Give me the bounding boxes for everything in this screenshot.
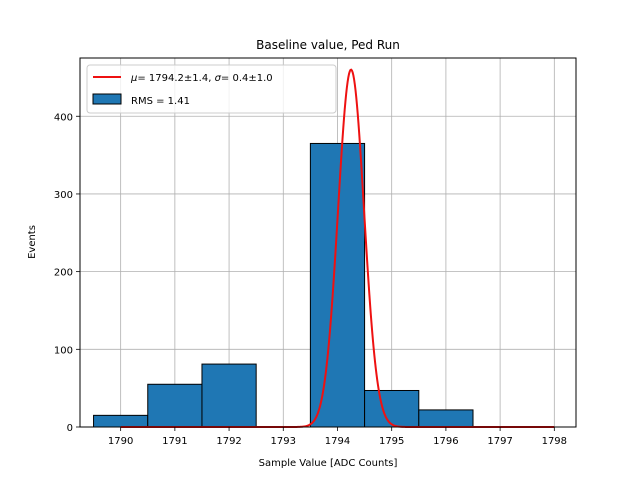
histogram-bar (364, 389, 420, 428)
legend-fit-label: μ= 1794.2±1.4, σ= 0.4±1.0 (130, 73, 273, 84)
histogram-bar (309, 142, 366, 428)
y-tick-label: 300 (54, 190, 73, 201)
y-tick-label: 0 (67, 423, 73, 434)
x-tick-label: 1796 (433, 436, 458, 447)
y-axis-label: Events (27, 225, 38, 259)
x-tick-label: 1792 (216, 436, 241, 447)
histogram-bar (418, 409, 474, 428)
x-tick-label: 1794 (325, 436, 350, 447)
chart-title: Baseline value, Ped Run (256, 38, 400, 52)
x-tick-label: 1797 (487, 436, 512, 447)
x-tick-label: 1795 (379, 436, 404, 447)
legend-box (86, 64, 337, 114)
x-tick-label: 1791 (162, 436, 187, 447)
x-axis-label: Sample Value [ADC Counts] (259, 458, 398, 469)
histogram-bar (147, 383, 203, 428)
legend-rms-patch (92, 93, 122, 105)
x-tick-label: 1793 (271, 436, 296, 447)
legend-rms-label: RMS = 1.41 (131, 96, 190, 107)
plot-frame (79, 57, 577, 428)
x-tick-label: 1798 (542, 436, 567, 447)
histogram-bar (201, 363, 257, 428)
legend: μ= 1794.2±1.4, σ= 0.4±1.0 RMS = 1.41 (86, 64, 337, 114)
x-axis: 1790 1791 1792 1793 1794 1795 1796 1797 1798 (108, 427, 567, 447)
y-tick-label: 100 (54, 345, 73, 356)
histogram-bar (93, 414, 149, 428)
x-tick-label: 1790 (108, 436, 133, 447)
y-axis: 0 100 200 300 400 (54, 112, 80, 434)
y-tick-label: 200 (54, 268, 73, 279)
y-tick-label: 400 (54, 112, 73, 123)
